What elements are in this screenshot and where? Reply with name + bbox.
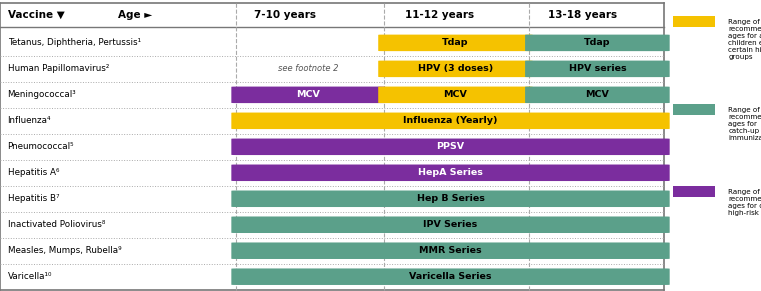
Text: Meningococcal³: Meningococcal³	[8, 90, 76, 99]
Text: children except: children except	[728, 40, 761, 46]
Text: Hepatitis B⁷: Hepatitis B⁷	[8, 194, 59, 203]
FancyBboxPatch shape	[231, 139, 670, 155]
FancyBboxPatch shape	[231, 164, 670, 181]
FancyBboxPatch shape	[231, 191, 670, 207]
Text: Tdap: Tdap	[442, 38, 469, 47]
FancyBboxPatch shape	[231, 113, 670, 129]
Text: HPV series: HPV series	[568, 64, 626, 73]
Text: Measles, Mumps, Rubella⁹: Measles, Mumps, Rubella⁹	[8, 246, 121, 255]
Text: MMR Series: MMR Series	[419, 246, 482, 255]
Text: catch-up: catch-up	[728, 128, 759, 134]
Text: PPSV: PPSV	[437, 142, 464, 151]
Text: Hep B Series: Hep B Series	[416, 194, 485, 203]
FancyBboxPatch shape	[378, 61, 533, 77]
Text: high-risk groups: high-risk groups	[728, 210, 761, 216]
Text: Tetanus, Diphtheria, Pertussis¹: Tetanus, Diphtheria, Pertussis¹	[8, 38, 141, 47]
Text: Range of: Range of	[728, 107, 760, 113]
Text: Pneumococcal⁵: Pneumococcal⁵	[8, 142, 75, 151]
FancyBboxPatch shape	[525, 87, 670, 103]
Text: HepA Series: HepA Series	[418, 168, 483, 177]
FancyBboxPatch shape	[231, 242, 670, 259]
Text: 11-12 years: 11-12 years	[406, 10, 474, 20]
Text: Human Papillomavirus²: Human Papillomavirus²	[8, 64, 109, 73]
Text: Varicella Series: Varicella Series	[409, 272, 492, 281]
Text: Range of: Range of	[728, 189, 760, 195]
Text: IPV Series: IPV Series	[423, 220, 478, 229]
Text: MCV: MCV	[296, 90, 320, 99]
Text: Age ►: Age ►	[118, 10, 152, 20]
Text: Vaccine ▼: Vaccine ▼	[8, 10, 65, 20]
FancyBboxPatch shape	[378, 87, 533, 103]
Text: recommended: recommended	[728, 196, 761, 202]
Text: recommended: recommended	[728, 26, 761, 32]
FancyBboxPatch shape	[378, 35, 533, 51]
FancyBboxPatch shape	[231, 87, 385, 103]
FancyBboxPatch shape	[673, 186, 715, 197]
FancyBboxPatch shape	[525, 35, 670, 51]
Text: Tdap: Tdap	[584, 38, 610, 47]
Text: MCV: MCV	[585, 90, 610, 99]
Text: ages for certain: ages for certain	[728, 203, 761, 209]
Text: groups: groups	[728, 54, 753, 60]
FancyBboxPatch shape	[231, 268, 670, 285]
Text: Varicella¹⁰: Varicella¹⁰	[8, 272, 52, 281]
Text: recommended: recommended	[728, 114, 761, 120]
FancyBboxPatch shape	[673, 104, 715, 115]
FancyBboxPatch shape	[525, 61, 670, 77]
FancyBboxPatch shape	[673, 16, 715, 26]
Text: 7-10 years: 7-10 years	[254, 10, 317, 20]
Text: Hepatitis A⁶: Hepatitis A⁶	[8, 168, 59, 177]
Text: ages for: ages for	[728, 121, 757, 127]
Text: MCV: MCV	[444, 90, 467, 99]
Text: 13-18 years: 13-18 years	[548, 10, 616, 20]
FancyBboxPatch shape	[231, 217, 670, 233]
Text: see footnote 2: see footnote 2	[278, 64, 339, 73]
Text: ages for all: ages for all	[728, 33, 761, 39]
Text: immunization: immunization	[728, 135, 761, 141]
Text: HPV (3 doses): HPV (3 doses)	[418, 64, 493, 73]
Text: certain high-risk: certain high-risk	[728, 47, 761, 53]
Text: Range of: Range of	[728, 19, 760, 25]
Text: Influenza (Yearly): Influenza (Yearly)	[403, 116, 498, 125]
Text: Influenza⁴: Influenza⁴	[8, 116, 51, 125]
Text: Inactivated Poliovirus⁸: Inactivated Poliovirus⁸	[8, 220, 105, 229]
